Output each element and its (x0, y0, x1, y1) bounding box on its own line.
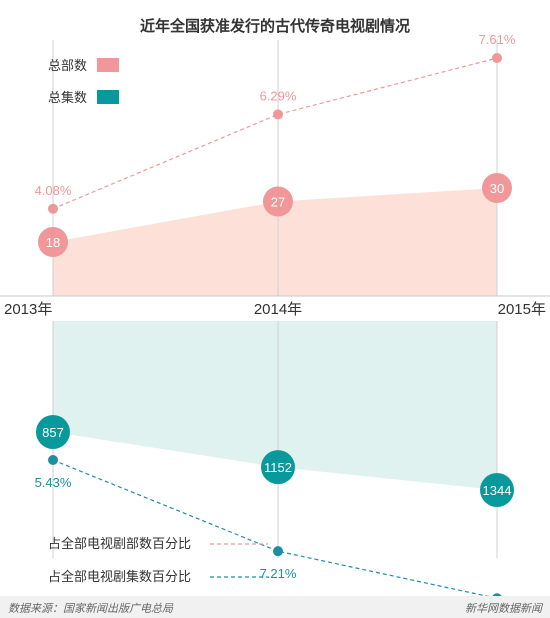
x-tick-label-3: 2015年 (498, 301, 546, 318)
area-total-episodes (53, 321, 497, 490)
titles-bubble-1 (38, 227, 68, 257)
titles-bubble-3 (482, 173, 512, 203)
chart-svg: 2013年 2014年 2015年 4.08% 6.29% 7.61% 5.43% 7.21%… (0, 17, 550, 596)
legend-top-label-1: 总部数 (48, 58, 87, 73)
footer-bar: 数据来源：国家新闻出版广电总局 新华网数据新闻 (0, 596, 550, 618)
titles-percent-point-1 (48, 203, 58, 214)
titles-value-1: 18 (46, 235, 60, 250)
titles-percent-label-2: 6.29% (260, 88, 297, 103)
chart-title: 近年全国获准发行的古代传奇电视剧情况 (140, 17, 410, 35)
titles-value-2: 27 (271, 195, 285, 210)
x-tick-label-2: 2014年 (254, 301, 302, 318)
legend-top-swatch-2 (97, 90, 119, 104)
episodes-bubble-2 (261, 450, 295, 485)
episodes-percent-label-1: 5.43% (35, 475, 72, 490)
episodes-value-3: 1344 (483, 483, 512, 498)
legend-bottom-label-1: 占全部电视剧部数百分比 (48, 536, 191, 551)
episodes-bubble-3 (480, 473, 514, 508)
titles-value-3: 30 (490, 181, 504, 196)
episodes-value-2: 1152 (264, 460, 292, 475)
x-tick-label-1: 2013年 (4, 301, 52, 318)
brand-credit: 新华网数据新闻 (465, 602, 542, 615)
titles-percent-point-3 (492, 53, 502, 64)
legend-bottom-label-2: 占全部电视剧集数百分比 (48, 569, 191, 584)
episodes-percent-point-1 (48, 455, 58, 466)
episodes-percent-point-3 (492, 593, 502, 596)
titles-bubble-2 (263, 186, 293, 217)
legend-top-swatch-1 (97, 58, 119, 72)
legend-top-label-2: 总集数 (48, 90, 87, 105)
source-note: 数据来源：国家新闻出版广电总局 (8, 602, 173, 615)
episodes-percent-label-2: 7.21% (260, 566, 297, 581)
titles-percent-label-3: 7.61% (479, 32, 516, 47)
area-total-titles (53, 188, 497, 296)
line-episodes-percent (52, 459, 490, 596)
episodes-bubble-1 (36, 415, 70, 449)
titles-percent-point-2 (273, 109, 283, 120)
episodes-value-1: 857 (42, 425, 64, 440)
titles-percent-label-1: 4.08% (35, 183, 72, 198)
line-titles-percent (52, 57, 498, 210)
episodes-percent-point-2 (273, 546, 283, 557)
